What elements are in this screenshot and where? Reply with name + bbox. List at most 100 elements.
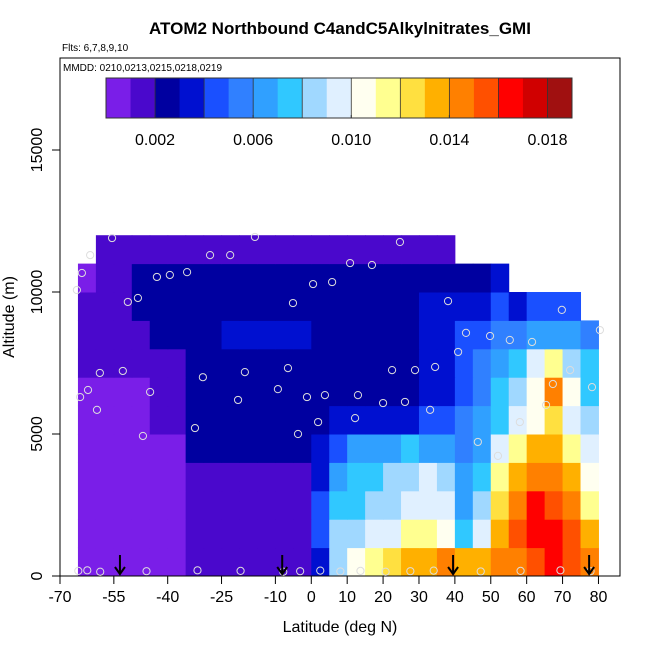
sample-point (345, 258, 355, 268)
sample-point (226, 250, 235, 260)
heat-cell (113, 377, 133, 407)
heat-cell (436, 235, 456, 265)
heat-cell (131, 320, 151, 350)
x-tick-label: 80 (590, 589, 608, 606)
heat-cell (203, 434, 223, 463)
heat-cell (544, 490, 564, 520)
sample-point (74, 566, 83, 575)
colorbar-tick-label: 0.018 (527, 132, 567, 149)
heat-cell (580, 434, 599, 463)
heat-cell (562, 405, 582, 435)
heat-cell (239, 462, 258, 492)
heat-cell (365, 462, 384, 492)
sample-point (123, 297, 132, 307)
heat-cell (418, 320, 438, 350)
heat-cell (203, 490, 223, 520)
heat-cell (562, 348, 582, 378)
heat-cell (436, 462, 456, 492)
heat-cell (131, 490, 151, 520)
heat-cell (418, 462, 438, 492)
arrow-part (583, 566, 595, 576)
heat-cell (311, 405, 330, 435)
heat-cell (167, 462, 187, 492)
sample-point (72, 285, 81, 295)
sample-point (353, 390, 363, 400)
heat-cell (185, 434, 205, 463)
heat-cell (365, 547, 384, 577)
heat-cell (472, 348, 492, 378)
sample-point (92, 405, 102, 414)
heat-cell (454, 377, 474, 407)
heat-cell (311, 490, 330, 520)
heat-cell (490, 348, 510, 378)
heat-cell (185, 519, 205, 549)
colorbar-bin (473, 78, 499, 118)
heat-cell (365, 348, 384, 378)
heat-cell (418, 490, 438, 520)
sample-point (515, 417, 524, 427)
heat-cell (562, 434, 582, 463)
sample-point (293, 429, 303, 439)
heat-cell (490, 377, 510, 407)
heat-cell (113, 320, 133, 350)
heat-cell (454, 462, 474, 492)
heat-cell (239, 348, 258, 378)
heat-cell (454, 405, 474, 435)
colorbar-bin (498, 78, 524, 118)
sample-point (395, 237, 405, 247)
heat-cell (401, 434, 420, 463)
heat-cell (490, 263, 510, 293)
sample-point (566, 366, 575, 375)
heat-cell (347, 490, 366, 520)
heat-cell (472, 263, 492, 293)
heat-cell (221, 434, 240, 463)
heat-cell (508, 462, 528, 492)
heat-cell (149, 462, 169, 492)
heat-cell (562, 462, 582, 492)
heat-cell (149, 377, 169, 407)
heat-cell (149, 263, 169, 293)
x-tick-label: -10 (264, 589, 287, 606)
heat-cell (167, 547, 187, 577)
sample-point (387, 366, 397, 375)
heat-cell (580, 320, 599, 350)
heat-cell (418, 434, 438, 463)
heat-cell (131, 462, 151, 492)
sample-point (454, 347, 463, 357)
colorbar-tick-label: 0.006 (233, 132, 273, 149)
heat-cell (275, 263, 294, 293)
heat-cell (95, 263, 115, 293)
heat-cell (580, 462, 599, 492)
heat-cell (526, 490, 546, 520)
heat-cell (167, 348, 187, 378)
heat-cell (347, 292, 366, 321)
heat-cell (454, 519, 474, 549)
heat-cell (472, 320, 492, 350)
heat-cell (365, 235, 384, 265)
sample-point (473, 437, 482, 447)
heat-cell (544, 519, 564, 549)
colorbar-bin (351, 78, 377, 118)
heat-cell (221, 292, 240, 321)
heat-cell (562, 320, 582, 350)
heat-cell (580, 348, 599, 378)
colorbar-bin (106, 78, 131, 118)
heat-cell (418, 292, 438, 321)
heat-cell (113, 405, 133, 435)
sample-point (356, 566, 365, 575)
sample-point (328, 277, 337, 287)
heat-cell (472, 377, 492, 407)
heat-cell (131, 519, 151, 549)
heat-cell (436, 320, 456, 350)
sample-point (400, 397, 410, 407)
heat-cell (436, 490, 456, 520)
heat-cell (95, 434, 115, 463)
sample-point (236, 566, 245, 575)
heat-cell (418, 235, 438, 265)
heat-cell (562, 547, 582, 577)
heat-cell (293, 377, 312, 407)
colorbar-bin (547, 78, 573, 118)
heat-cell (257, 434, 276, 463)
heat-cell (221, 235, 240, 265)
sample-point (367, 260, 377, 270)
